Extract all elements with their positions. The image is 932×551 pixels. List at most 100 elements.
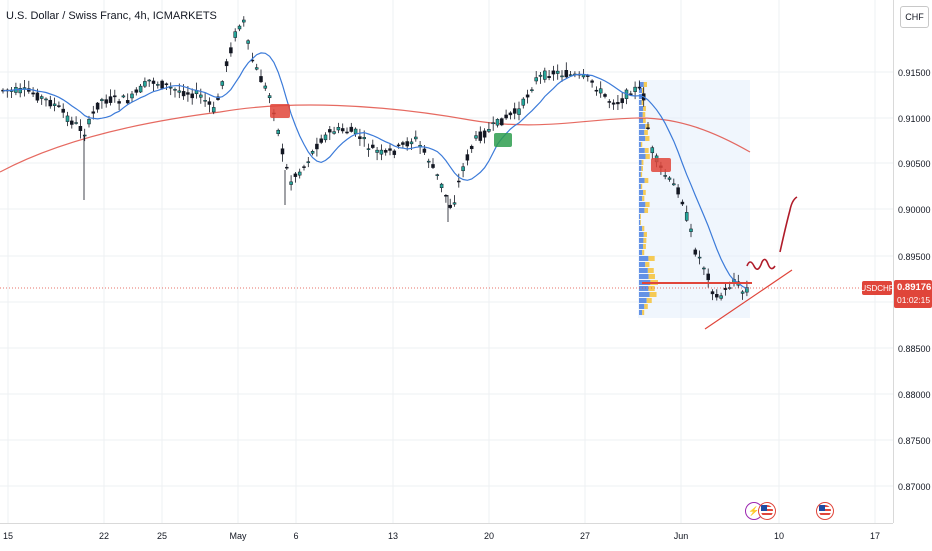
bar-countdown: 01:02:15 bbox=[897, 295, 931, 305]
candle-body bbox=[173, 89, 177, 91]
candle-body bbox=[603, 94, 607, 97]
time-tick-label: 20 bbox=[483, 531, 495, 541]
price-tick-label: 0.88500 bbox=[898, 344, 931, 354]
candle-body bbox=[113, 95, 117, 98]
candle-body bbox=[444, 195, 448, 197]
volume-profile-bar-buy bbox=[639, 256, 649, 261]
volume-profile-bar-buy bbox=[639, 166, 642, 171]
candle-body bbox=[48, 99, 53, 107]
candle-body bbox=[125, 100, 130, 104]
candle-body bbox=[710, 291, 715, 295]
candle-body bbox=[259, 76, 263, 83]
candle-body bbox=[530, 89, 534, 91]
volume-profile-bar-buy bbox=[639, 190, 644, 195]
volume-profile-bar-buy bbox=[639, 82, 644, 87]
volume-profile-bar-buy bbox=[639, 100, 642, 105]
price-tick-label: 0.87500 bbox=[898, 436, 931, 446]
volume-profile-bar-sell bbox=[644, 130, 648, 135]
candle-body bbox=[620, 98, 624, 104]
candle-body bbox=[500, 118, 504, 126]
volume-profile-bar-sell bbox=[645, 262, 650, 267]
candle-body bbox=[534, 77, 538, 82]
volume-profile-bar-sell bbox=[641, 160, 644, 165]
candle-body bbox=[82, 134, 87, 137]
candle-body bbox=[147, 79, 151, 82]
candle-body bbox=[702, 267, 706, 270]
candle-body bbox=[672, 183, 676, 186]
candle-body bbox=[190, 93, 194, 99]
price-tick-label: 0.87000 bbox=[898, 482, 931, 492]
candle-body bbox=[512, 108, 517, 114]
candle-body bbox=[65, 115, 70, 122]
price-chart[interactable] bbox=[0, 0, 893, 523]
volume-profile-bar-sell bbox=[643, 190, 646, 195]
candle-body bbox=[607, 101, 612, 103]
candle-body bbox=[590, 80, 594, 83]
candle-body bbox=[405, 141, 409, 147]
volume-profile-bar-sell bbox=[642, 88, 645, 93]
candle-body bbox=[31, 92, 35, 95]
candle-body bbox=[745, 287, 749, 293]
price-tick-label: 0.89500 bbox=[898, 252, 931, 262]
chart-area[interactable] bbox=[0, 0, 893, 523]
candle-body bbox=[246, 40, 250, 44]
candle-body bbox=[715, 294, 719, 298]
candle-body bbox=[495, 119, 500, 126]
candle-body bbox=[280, 148, 285, 155]
price-axis[interactable] bbox=[893, 0, 932, 523]
time-tick-label: 27 bbox=[579, 531, 591, 541]
candle-body bbox=[57, 105, 61, 107]
candle-body bbox=[237, 25, 242, 30]
time-tick-label: Jun bbox=[673, 531, 689, 541]
candle-body bbox=[181, 91, 186, 97]
fast-moving-average bbox=[2, 52, 748, 289]
candle-body bbox=[461, 166, 465, 172]
candle-body bbox=[616, 102, 620, 105]
candle-body bbox=[371, 144, 375, 148]
candle-body bbox=[289, 181, 293, 185]
price-tick-label: 0.90000 bbox=[898, 205, 931, 215]
candle-body bbox=[242, 19, 246, 23]
volume-profile-bar-buy bbox=[639, 124, 646, 129]
candle-body bbox=[138, 85, 143, 93]
candle-body bbox=[52, 103, 57, 106]
candle-body bbox=[439, 183, 444, 189]
time-tick-label: 15 bbox=[2, 531, 14, 541]
candle-body bbox=[697, 256, 702, 259]
us-flag-icon bbox=[819, 505, 831, 517]
currency-button[interactable]: CHF bbox=[900, 6, 929, 28]
candle-body bbox=[332, 131, 336, 134]
us-flag-icon[interactable] bbox=[758, 502, 776, 520]
candle-body bbox=[568, 74, 573, 76]
volume-profile-bar-buy bbox=[639, 268, 648, 273]
candle-body bbox=[465, 154, 470, 161]
volume-profile-bar-sell bbox=[643, 244, 646, 249]
candle-body bbox=[547, 76, 551, 78]
volume-profile-bar-sell bbox=[645, 124, 650, 129]
candle-body bbox=[151, 80, 156, 84]
candle-body bbox=[448, 204, 452, 208]
candle-body bbox=[104, 99, 108, 104]
candle-body bbox=[629, 93, 633, 95]
volume-profile-bar-sell bbox=[643, 118, 646, 123]
sell-signal[interactable] bbox=[270, 104, 290, 118]
volume-profile-bar-sell bbox=[641, 100, 644, 105]
volume-profile-bar-buy bbox=[639, 112, 643, 117]
volume-profile-bar-buy bbox=[639, 106, 644, 111]
candle-body bbox=[409, 141, 414, 145]
candle-body bbox=[646, 127, 650, 129]
candle-body bbox=[435, 174, 440, 176]
buy-signal[interactable] bbox=[494, 133, 512, 147]
volume-profile-bar-buy bbox=[639, 88, 643, 93]
candle-body bbox=[457, 180, 461, 183]
us-flag-icon[interactable] bbox=[816, 502, 834, 520]
candle-body bbox=[160, 80, 164, 89]
candle-body bbox=[91, 111, 96, 114]
volume-profile-bar-sell bbox=[642, 112, 646, 117]
time-axis[interactable] bbox=[0, 523, 893, 551]
price-tick-label: 0.88000 bbox=[898, 390, 931, 400]
sell-signal[interactable] bbox=[651, 158, 671, 172]
candle-body bbox=[323, 134, 328, 141]
volume-profile-bar-sell bbox=[640, 142, 643, 147]
candle-body bbox=[108, 96, 113, 103]
